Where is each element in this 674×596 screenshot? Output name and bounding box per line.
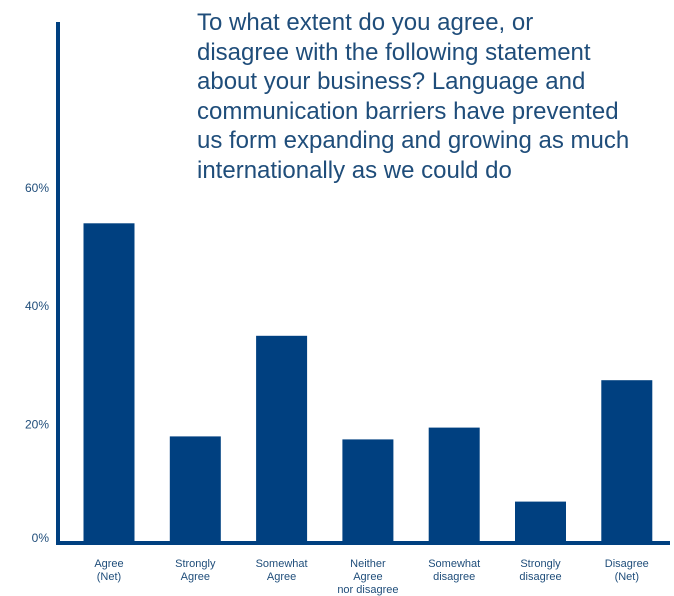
y-tick-label-1: 20% [25,418,49,432]
x-tick-label-line: Agree [94,558,123,570]
x-tick-label-line: Agree [353,571,382,583]
x-tick-label-3: Neither Agree nor disagree [337,558,398,596]
x-tick-label-line: Neither [350,558,386,570]
bar-6 [601,380,653,543]
x-tick-label-1: Strongly Agree [175,558,216,583]
bar-3 [342,439,394,543]
x-tick-label-5: Strongly disagree [519,558,561,583]
x-tick-label-line: Disagree [605,558,649,570]
y-tick-label-0: 0% [32,531,50,545]
x-tick-label-line: (Net) [97,571,121,583]
y-tick-label-3: 60% [25,181,49,195]
x-tick-label-line: disagree [519,571,561,583]
bar-4 [428,427,480,543]
x-tick-label-line: nor disagree [337,584,398,596]
x-tick-label-line: disagree [433,571,475,583]
x-tick-label-line: Agree [181,571,210,583]
x-tick-label-6: Disagree (Net) [605,558,649,583]
x-tick-label-0: Agree (Net) [94,558,123,583]
bar-1 [169,436,221,543]
x-tick-label-4: Somewhat disagree [428,558,480,583]
bars-group [83,223,653,544]
y-tick-label-2: 40% [25,299,49,313]
y-tick-labels: 0% 20% 40% 60% [25,181,49,545]
bar-5 [515,501,566,543]
x-tick-label-line: Strongly [175,558,216,570]
x-tick-label-2: Somewhat Agree [256,558,308,583]
x-tick-label-line: Agree [267,571,296,583]
x-tick-label-line: Strongly [520,558,561,570]
bar-0 [83,223,135,544]
chart-title: To what extent do you agree, or disagree… [197,9,630,184]
x-tick-label-line: (Net) [615,571,639,583]
bar-2 [256,335,308,543]
x-tick-label-line: Somewhat [256,558,308,570]
x-tick-label-line: Somewhat [428,558,480,570]
